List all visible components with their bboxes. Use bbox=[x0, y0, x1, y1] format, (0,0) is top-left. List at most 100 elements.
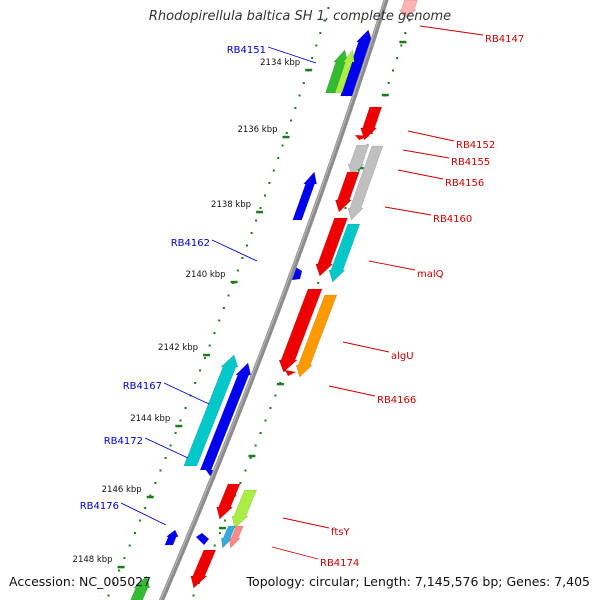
scale-tick-major bbox=[175, 424, 183, 428]
leader-line-reverse bbox=[144, 437, 189, 459]
gene-rb4151-lime-arrow-outline bbox=[334, 49, 355, 94]
gene-rb4162-blue-arrow-outline bbox=[292, 171, 317, 221]
scale-dot-left bbox=[112, 582, 115, 584]
leader-line-forward bbox=[419, 25, 484, 36]
scale-tick-major-right bbox=[218, 526, 226, 530]
scale-dot-left bbox=[174, 432, 177, 434]
scale-dot-right bbox=[400, 44, 403, 47]
scale-dot-left bbox=[246, 244, 248, 247]
scale-dot-left bbox=[255, 219, 258, 222]
genome-backbone bbox=[158, 0, 389, 600]
scale-dot-right bbox=[239, 482, 242, 484]
scale-dot-left bbox=[272, 169, 275, 172]
scale-dot-left bbox=[184, 407, 187, 409]
genes-label: Genes: bbox=[506, 574, 551, 589]
leader-line-reverse bbox=[211, 239, 258, 262]
gene-label-forward: RB4147 bbox=[485, 34, 524, 45]
scale-dot-right bbox=[192, 594, 195, 597]
topology-label: Topology: bbox=[246, 574, 306, 589]
gene-label-reverse: RB4167 bbox=[123, 381, 162, 392]
scale-dot-left bbox=[149, 494, 152, 497]
scale-dot-left bbox=[227, 294, 230, 297]
gene-rb4167-arrow-outline bbox=[183, 354, 239, 467]
scale-dot-left bbox=[144, 507, 147, 509]
scale-tick-major bbox=[146, 495, 154, 499]
gene-rb4151-green-arrow bbox=[325, 50, 348, 93]
scale-tick-major bbox=[282, 135, 290, 139]
topology-value: circular bbox=[309, 574, 356, 589]
scale-dot-left bbox=[277, 157, 280, 159]
gene-bottom-green-arrow-outline bbox=[130, 575, 151, 600]
accession-info: Accession: NC_005027 bbox=[9, 574, 151, 589]
leader-line-forward bbox=[342, 341, 390, 353]
scale-dot-left bbox=[236, 269, 239, 272]
scale-dot-left bbox=[264, 194, 266, 197]
scale-dot-left bbox=[154, 482, 157, 484]
gene-algu-tick-marker bbox=[285, 370, 296, 376]
gene-ftsy-green-arrow-outline bbox=[231, 489, 258, 529]
scale-dot-left bbox=[169, 444, 172, 447]
gene-rb4167-arrow bbox=[183, 355, 238, 466]
scale-dot-left bbox=[133, 532, 136, 534]
gene-labels: RB4147 RB4152 RB4155 RB4156 RB4160 malQ algU RB… bbox=[80, 34, 525, 569]
scale-dot-left bbox=[159, 469, 162, 472]
gene-arrows bbox=[130, 0, 418, 600]
gene-label-forward: RB4155 bbox=[451, 157, 490, 168]
gene-label-forward: RB4160 bbox=[433, 214, 472, 225]
scale-dot-right bbox=[370, 132, 373, 134]
scale-dot-left bbox=[199, 369, 202, 372]
scale-dot-right bbox=[392, 69, 394, 72]
scale-dot-left bbox=[298, 94, 301, 97]
scale-dot-left bbox=[179, 419, 182, 422]
scale-tick-major-right bbox=[248, 454, 256, 458]
gene-rb4151-lime-arrow bbox=[335, 50, 355, 93]
gene-small-salmon-arrow-outline bbox=[228, 525, 244, 549]
gene-label-forward: malQ bbox=[417, 269, 444, 280]
gene-rb4147-arrow bbox=[399, 0, 418, 18]
gene-ftsy-arrow bbox=[216, 484, 240, 519]
scale-dot-right bbox=[357, 169, 360, 172]
scale-dot-left bbox=[218, 319, 221, 322]
accession-value: NC_005027 bbox=[79, 574, 152, 589]
gene-label-reverse: RB4151 bbox=[227, 45, 266, 56]
accession-label: Accession: bbox=[9, 574, 76, 589]
length-value: 7,145,576 bp bbox=[414, 574, 499, 589]
scale-dot-left bbox=[250, 232, 253, 234]
gene-rb4174-arrow bbox=[190, 550, 216, 588]
scale-dot-left bbox=[311, 57, 314, 59]
gene-rb4176-marker bbox=[196, 533, 209, 545]
scale-tick-major-right bbox=[276, 382, 284, 386]
scale-dot-right bbox=[274, 394, 277, 397]
scale-dot-left bbox=[315, 44, 318, 47]
scale-dot-left bbox=[319, 32, 322, 34]
gene-algu-arrow-outline bbox=[278, 288, 323, 373]
gene-ftsy-arrow-outline bbox=[216, 483, 241, 520]
leader-line-forward bbox=[328, 385, 376, 397]
scale-tick-label: 2146 kbp bbox=[102, 485, 142, 495]
gene-rb4162-blue-arrow bbox=[292, 172, 317, 220]
scale-dot-left bbox=[327, 7, 330, 9]
scale-tick-major bbox=[203, 353, 211, 357]
gene-label-forward: ftsY bbox=[331, 527, 350, 538]
scale-dot-right bbox=[404, 32, 407, 34]
scale-dot-right bbox=[396, 57, 399, 59]
scale-dot-right bbox=[249, 457, 252, 459]
genome-summary: Topology: circular; Length: 7,145,576 bp… bbox=[246, 574, 590, 589]
scale-dot-right bbox=[387, 82, 390, 84]
scale-tick-major bbox=[230, 280, 238, 284]
scale-dot-left bbox=[203, 357, 206, 359]
gene-small-blue-arrow bbox=[221, 526, 236, 548]
genes-value: 7,405 bbox=[554, 574, 590, 589]
gene-ftsy-green-arrow bbox=[231, 490, 257, 528]
gene-label-forward: algU bbox=[391, 351, 414, 362]
gene-rb4156-arrow-outline bbox=[334, 171, 360, 213]
gene-small-salmon-arrow bbox=[229, 526, 244, 548]
scale-dot-right bbox=[317, 282, 320, 284]
gene-malq-arrow-outline bbox=[315, 217, 348, 277]
scale-tick-label: 2144 kbp bbox=[130, 414, 170, 424]
label-leader-lines bbox=[120, 25, 484, 560]
gene-label-reverse: RB4176 bbox=[80, 501, 119, 512]
gene-algu-arrow bbox=[279, 289, 322, 372]
gene-rb4152-tick-marker bbox=[355, 135, 370, 140]
gene-bottom-green-arrow bbox=[130, 576, 150, 600]
